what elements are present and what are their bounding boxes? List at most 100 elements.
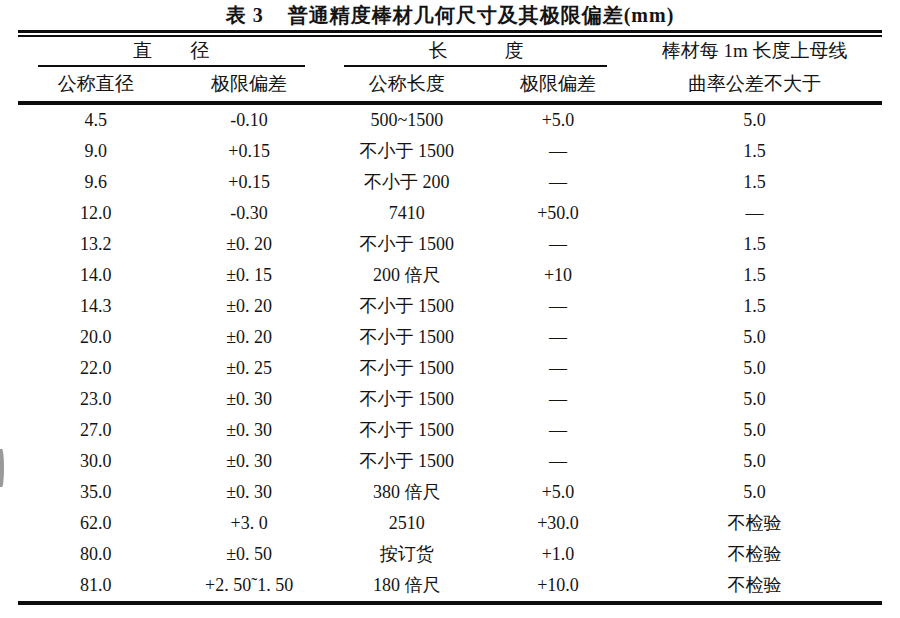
- cell-nominal-length: 不小于 1500: [325, 415, 489, 446]
- cell-nominal-length: 不小于 1500: [325, 291, 489, 322]
- cell-diameter-deviation: +0.15: [174, 167, 325, 198]
- cell-nominal-diameter: 30.0: [18, 446, 174, 477]
- cell-curvature-tolerance: 5.0: [627, 415, 882, 446]
- cell-curvature-tolerance: 5.0: [627, 105, 882, 136]
- cell-length-deviation: —: [489, 136, 627, 167]
- scan-artifact: [0, 449, 4, 487]
- rule-top: [18, 30, 882, 37]
- cell-diameter-deviation: +3. 0: [174, 508, 325, 539]
- cell-curvature-tolerance: 5.0: [627, 477, 882, 508]
- table-row: 22.0 ±0. 25 不小于 1500 — 5.0: [18, 353, 882, 384]
- cell-length-deviation: —: [489, 384, 627, 415]
- document-page: 表 3 普通精度棒材几何尺寸及其极限偏差(mm) 直 径 长 度 棒材每 1m …: [0, 0, 900, 618]
- table-header-groups: 直 径 长 度 棒材每 1m 长度上母线: [18, 37, 882, 67]
- header-curvature-line2: 曲率公差不大于: [627, 67, 882, 101]
- cell-curvature-tolerance: 5.0: [627, 322, 882, 353]
- cell-nominal-length: 不小于 1500: [325, 229, 489, 260]
- cell-nominal-diameter: 12.0: [18, 198, 174, 229]
- header-group-diameter: 直 径: [18, 37, 325, 67]
- cell-diameter-deviation: ±0. 15: [174, 260, 325, 291]
- cell-curvature-tolerance: 5.0: [627, 384, 882, 415]
- cell-nominal-diameter: 80.0: [18, 539, 174, 570]
- cell-nominal-length: 200 倍尺: [325, 260, 489, 291]
- table-row: 12.0 -0.30 7410 +50.0 —: [18, 198, 882, 229]
- cell-length-deviation: +50.0: [489, 198, 627, 229]
- cell-length-deviation: —: [489, 446, 627, 477]
- cell-curvature-tolerance: —: [627, 198, 882, 229]
- cell-diameter-deviation: ±0. 20: [174, 291, 325, 322]
- cell-length-deviation: —: [489, 229, 627, 260]
- cell-curvature-tolerance: 不检验: [627, 508, 882, 539]
- cell-nominal-diameter: 35.0: [18, 477, 174, 508]
- cell-curvature-tolerance: 5.0: [627, 353, 882, 384]
- rule-bottom: [18, 601, 882, 605]
- table-row: 4.5 -0.10 500~1500 +5.0 5.0: [18, 105, 882, 136]
- cell-diameter-deviation: ±0. 30: [174, 384, 325, 415]
- header-nominal-diameter: 公称直径: [18, 67, 174, 101]
- cell-curvature-tolerance: 1.5: [627, 291, 882, 322]
- cell-nominal-diameter: 23.0: [18, 384, 174, 415]
- cell-nominal-length: 2510: [325, 508, 489, 539]
- cell-length-deviation: +5.0: [489, 105, 627, 136]
- table-row: 14.0 ±0. 15 200 倍尺 +10 1.5: [18, 260, 882, 291]
- cell-diameter-deviation: ±0. 50: [174, 539, 325, 570]
- cell-nominal-diameter: 9.6: [18, 167, 174, 198]
- table-body: 4.5 -0.10 500~1500 +5.0 5.0 9.0 +0.15 不小…: [18, 105, 882, 601]
- cell-diameter-deviation: ±0. 30: [174, 477, 325, 508]
- table-row: 35.0 ±0. 30 380 倍尺 +5.0 5.0: [18, 477, 882, 508]
- cell-length-deviation: +10.0: [489, 570, 627, 601]
- table-row: 20.0 ±0. 20 不小于 1500 — 5.0: [18, 322, 882, 353]
- cell-curvature-tolerance: 不检验: [627, 570, 882, 601]
- cell-curvature-tolerance: 1.5: [627, 136, 882, 167]
- cell-diameter-deviation: ±0. 20: [174, 322, 325, 353]
- table-row: 80.0 ±0. 50 按订货 +1.0 不检验: [18, 539, 882, 570]
- cell-nominal-diameter: 62.0: [18, 508, 174, 539]
- header-length-deviation: 极限偏差: [489, 67, 627, 101]
- table-row: 30.0 ±0. 30 不小于 1500 — 5.0: [18, 446, 882, 477]
- cell-nominal-length: 不小于 1500: [325, 446, 489, 477]
- cell-nominal-diameter: 9.0: [18, 136, 174, 167]
- cell-length-deviation: —: [489, 322, 627, 353]
- cell-nominal-length: 不小于 1500: [325, 353, 489, 384]
- table-row: 9.0 +0.15 不小于 1500 — 1.5: [18, 136, 882, 167]
- group-underline-length: [344, 65, 607, 67]
- header-curvature-line1: 棒材每 1m 长度上母线: [627, 37, 882, 65]
- cell-nominal-length: 380 倍尺: [325, 477, 489, 508]
- cell-diameter-deviation: ±0. 25: [174, 353, 325, 384]
- table-row: 9.6 +0.15 不小于 200 — 1.5: [18, 167, 882, 198]
- cell-nominal-length: 按订货: [325, 539, 489, 570]
- cell-nominal-diameter: 4.5: [18, 105, 174, 136]
- table-row: 27.0 ±0. 30 不小于 1500 — 5.0: [18, 415, 882, 446]
- dimensions-table: 直 径 长 度 棒材每 1m 长度上母线 公称直径 极限偏差 公称长度 极限偏差…: [18, 30, 882, 605]
- cell-nominal-length: 不小于 1500: [325, 384, 489, 415]
- cell-curvature-tolerance: 不检验: [627, 539, 882, 570]
- cell-nominal-length: 180 倍尺: [325, 570, 489, 601]
- cell-length-deviation: +1.0: [489, 539, 627, 570]
- header-group-curvature: 棒材每 1m 长度上母线: [627, 37, 882, 67]
- cell-length-deviation: —: [489, 291, 627, 322]
- cell-length-deviation: +30.0: [489, 508, 627, 539]
- cell-nominal-length: 不小于 200: [325, 167, 489, 198]
- table-header-columns: 公称直径 极限偏差 公称长度 极限偏差 曲率公差不大于: [18, 67, 882, 101]
- header-group-length: 长 度: [325, 37, 627, 67]
- cell-nominal-length: 不小于 1500: [325, 136, 489, 167]
- cell-length-deviation: —: [489, 167, 627, 198]
- header-nominal-length: 公称长度: [325, 67, 489, 101]
- cell-nominal-diameter: 81.0: [18, 570, 174, 601]
- header-group-length-label: 长 度: [325, 37, 627, 65]
- cell-nominal-length: 500~1500: [325, 105, 489, 136]
- cell-length-deviation: +10: [489, 260, 627, 291]
- table-row: 81.0 +2. 50˜1. 50 180 倍尺 +10.0 不检验: [18, 570, 882, 601]
- cell-diameter-deviation: -0.10: [174, 105, 325, 136]
- cell-diameter-deviation: +2. 50˜1. 50: [174, 570, 325, 601]
- cell-diameter-deviation: ±0. 20: [174, 229, 325, 260]
- cell-length-deviation: —: [489, 415, 627, 446]
- cell-nominal-length: 7410: [325, 198, 489, 229]
- cell-nominal-diameter: 22.0: [18, 353, 174, 384]
- cell-curvature-tolerance: 1.5: [627, 260, 882, 291]
- cell-nominal-diameter: 14.3: [18, 291, 174, 322]
- table-row: 23.0 ±0. 30 不小于 1500 — 5.0: [18, 384, 882, 415]
- cell-nominal-diameter: 27.0: [18, 415, 174, 446]
- cell-nominal-diameter: 14.0: [18, 260, 174, 291]
- cell-diameter-deviation: +0.15: [174, 136, 325, 167]
